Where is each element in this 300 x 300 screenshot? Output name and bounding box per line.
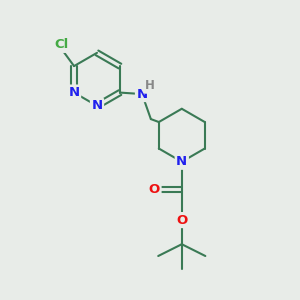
Text: N: N — [68, 86, 80, 99]
Text: N: N — [136, 88, 148, 100]
Text: O: O — [176, 214, 188, 226]
Text: N: N — [92, 99, 103, 112]
Text: O: O — [149, 183, 160, 196]
Text: N: N — [176, 155, 187, 168]
Text: Cl: Cl — [55, 38, 69, 51]
Text: H: H — [145, 79, 155, 92]
